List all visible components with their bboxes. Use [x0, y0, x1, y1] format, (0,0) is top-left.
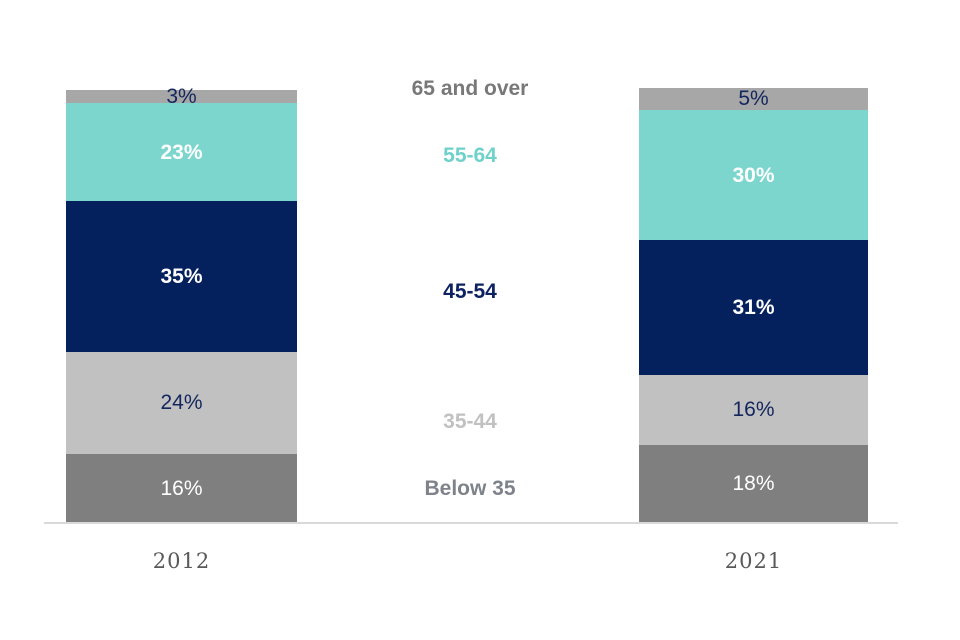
- legend-item-below-35: Below 35: [424, 477, 516, 500]
- axis-baseline: [44, 522, 898, 524]
- bar-2012: 3% 23% 35% 24% 16%: [66, 86, 297, 523]
- value-label: 35%: [160, 264, 203, 288]
- legend: 65 and over 55-64 45-54 35-44 Below 35: [340, 0, 600, 540]
- value-label: 31%: [732, 296, 775, 320]
- value-label: 3%: [166, 84, 197, 108]
- segment-2021-55-64: 30%: [639, 109, 868, 241]
- segment-2021-65-and-over: 5%: [639, 88, 868, 110]
- category-label-2021: 2021: [724, 549, 783, 573]
- legend-item-35-44: 35-44: [443, 410, 497, 433]
- legend-item-55-64: 55-64: [443, 144, 497, 167]
- segment-2021-45-54: 31%: [639, 240, 868, 376]
- bar-2021: 5% 30% 31% 16% 18%: [639, 88, 868, 523]
- segment-2012-45-54: 35%: [66, 201, 297, 352]
- legend-item-45-54: 45-54: [443, 280, 497, 303]
- segment-2012-65-and-over: 3%: [66, 86, 297, 107]
- value-label: 24%: [160, 391, 203, 415]
- value-label: 30%: [732, 163, 775, 187]
- value-label: 23%: [160, 140, 203, 164]
- legend-item-65-and-over: 65 and over: [411, 77, 529, 100]
- value-label: 16%: [160, 477, 203, 501]
- segment-2012-35-44: 24%: [66, 351, 297, 455]
- value-label: 5%: [738, 87, 769, 111]
- value-label: 16%: [732, 398, 775, 422]
- segment-2021-35-44: 16%: [639, 375, 868, 445]
- category-label-2012: 2012: [152, 549, 211, 573]
- segment-2012-below-35: 16%: [66, 454, 297, 523]
- segment-2012-55-64: 23%: [66, 102, 297, 202]
- value-label: 18%: [732, 472, 775, 496]
- segment-2021-below-35: 18%: [639, 444, 868, 523]
